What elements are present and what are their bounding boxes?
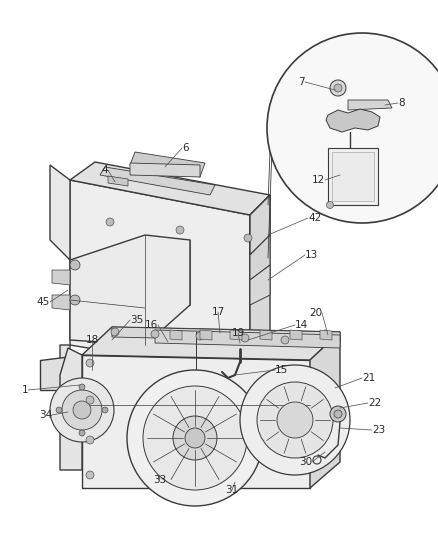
Circle shape bbox=[86, 436, 94, 444]
Circle shape bbox=[56, 407, 62, 413]
Circle shape bbox=[62, 390, 102, 430]
Circle shape bbox=[244, 234, 252, 242]
Polygon shape bbox=[52, 295, 70, 310]
Polygon shape bbox=[290, 330, 302, 340]
Polygon shape bbox=[70, 235, 190, 345]
Circle shape bbox=[334, 84, 342, 92]
Circle shape bbox=[73, 401, 91, 419]
Text: 19: 19 bbox=[231, 328, 245, 338]
Circle shape bbox=[334, 410, 342, 418]
Polygon shape bbox=[230, 330, 242, 340]
Text: 42: 42 bbox=[308, 213, 321, 223]
Text: 20: 20 bbox=[309, 308, 322, 318]
Polygon shape bbox=[82, 327, 340, 360]
Circle shape bbox=[176, 226, 184, 234]
Circle shape bbox=[267, 33, 438, 223]
Circle shape bbox=[86, 359, 94, 367]
Polygon shape bbox=[310, 332, 340, 488]
Circle shape bbox=[185, 428, 205, 448]
Polygon shape bbox=[250, 235, 270, 280]
Circle shape bbox=[111, 328, 119, 336]
Circle shape bbox=[102, 407, 108, 413]
Circle shape bbox=[50, 378, 114, 442]
Polygon shape bbox=[108, 176, 128, 186]
Polygon shape bbox=[130, 163, 200, 177]
Polygon shape bbox=[250, 195, 270, 375]
Circle shape bbox=[143, 386, 247, 490]
Polygon shape bbox=[82, 355, 310, 488]
Polygon shape bbox=[250, 195, 270, 255]
Text: 23: 23 bbox=[372, 425, 385, 435]
Text: 13: 13 bbox=[305, 250, 318, 260]
Polygon shape bbox=[52, 270, 70, 285]
Polygon shape bbox=[60, 345, 250, 385]
Polygon shape bbox=[320, 330, 332, 340]
Text: 1: 1 bbox=[21, 385, 28, 395]
Circle shape bbox=[277, 402, 313, 438]
Text: 14: 14 bbox=[295, 320, 308, 330]
Polygon shape bbox=[250, 265, 270, 305]
Circle shape bbox=[231, 331, 249, 349]
Circle shape bbox=[79, 430, 85, 436]
Text: 35: 35 bbox=[130, 315, 143, 325]
Text: 21: 21 bbox=[362, 373, 375, 383]
Circle shape bbox=[330, 80, 346, 96]
Polygon shape bbox=[70, 180, 250, 375]
Polygon shape bbox=[155, 330, 340, 348]
Polygon shape bbox=[332, 152, 374, 201]
Polygon shape bbox=[200, 330, 212, 340]
Circle shape bbox=[326, 201, 333, 208]
Circle shape bbox=[70, 260, 80, 270]
Circle shape bbox=[196, 332, 204, 340]
Polygon shape bbox=[40, 355, 80, 390]
Polygon shape bbox=[310, 408, 338, 420]
Polygon shape bbox=[260, 330, 272, 340]
Text: 7: 7 bbox=[298, 77, 305, 87]
Circle shape bbox=[70, 295, 80, 305]
Circle shape bbox=[151, 330, 159, 338]
Text: 4: 4 bbox=[101, 165, 108, 175]
Polygon shape bbox=[100, 167, 215, 195]
Circle shape bbox=[257, 382, 333, 458]
Polygon shape bbox=[130, 152, 205, 177]
Polygon shape bbox=[70, 162, 270, 215]
Circle shape bbox=[106, 218, 114, 226]
Circle shape bbox=[241, 334, 249, 342]
Circle shape bbox=[321, 330, 329, 338]
Polygon shape bbox=[326, 109, 380, 132]
Circle shape bbox=[281, 336, 289, 344]
Text: 17: 17 bbox=[212, 307, 225, 317]
Circle shape bbox=[127, 370, 263, 506]
Text: 12: 12 bbox=[312, 175, 325, 185]
Text: 31: 31 bbox=[226, 485, 239, 495]
Circle shape bbox=[235, 335, 245, 345]
Circle shape bbox=[79, 384, 85, 390]
Circle shape bbox=[330, 406, 346, 422]
Circle shape bbox=[173, 416, 217, 460]
Text: 15: 15 bbox=[275, 365, 288, 375]
Circle shape bbox=[240, 365, 350, 475]
Polygon shape bbox=[112, 327, 340, 342]
Text: 8: 8 bbox=[398, 98, 405, 108]
Text: 6: 6 bbox=[182, 143, 189, 153]
Polygon shape bbox=[348, 100, 392, 110]
Text: 16: 16 bbox=[145, 320, 158, 330]
Circle shape bbox=[86, 396, 94, 404]
Text: 34: 34 bbox=[39, 410, 52, 420]
Text: 30: 30 bbox=[299, 457, 312, 467]
Text: 18: 18 bbox=[85, 335, 99, 345]
Polygon shape bbox=[170, 330, 182, 340]
Polygon shape bbox=[60, 348, 82, 470]
Text: 45: 45 bbox=[37, 297, 50, 307]
Circle shape bbox=[86, 471, 94, 479]
Text: 22: 22 bbox=[368, 398, 381, 408]
Polygon shape bbox=[50, 165, 70, 260]
Polygon shape bbox=[328, 148, 378, 205]
Text: 33: 33 bbox=[153, 475, 166, 485]
